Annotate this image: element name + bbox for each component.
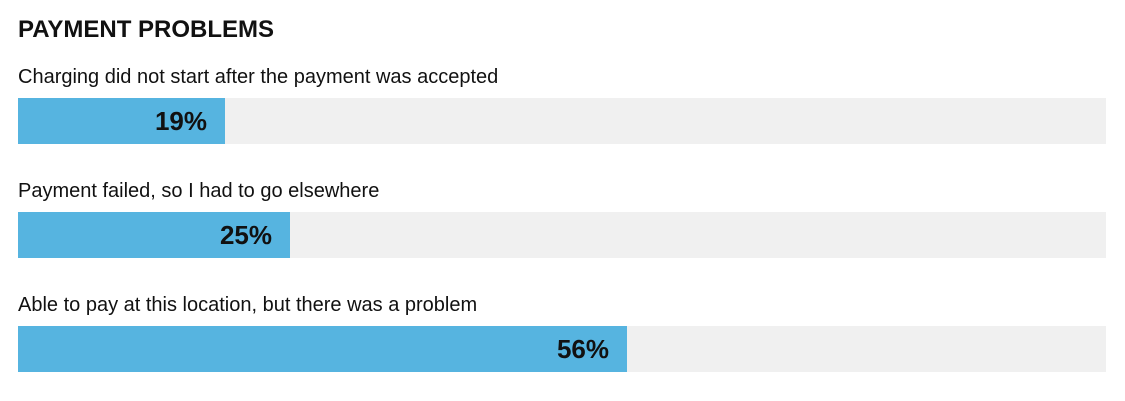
bar xyxy=(18,98,225,144)
bar-track: 25% xyxy=(18,212,1106,258)
bar-track: 19% xyxy=(18,98,1106,144)
data-label: 56% xyxy=(556,334,609,364)
data-label: 25% xyxy=(219,220,272,250)
bar-track: 56% xyxy=(18,326,1106,372)
category-label: Charging did not start after the payment… xyxy=(18,66,499,88)
category-label: Able to pay at this location, but there … xyxy=(18,294,478,316)
bar xyxy=(18,212,290,258)
category-label: Payment failed, so I had to go elsewhere xyxy=(18,180,380,202)
bar xyxy=(18,326,627,372)
chart-title: PAYMENT PROBLEMS xyxy=(18,16,275,43)
data-label: 19% xyxy=(154,106,207,136)
